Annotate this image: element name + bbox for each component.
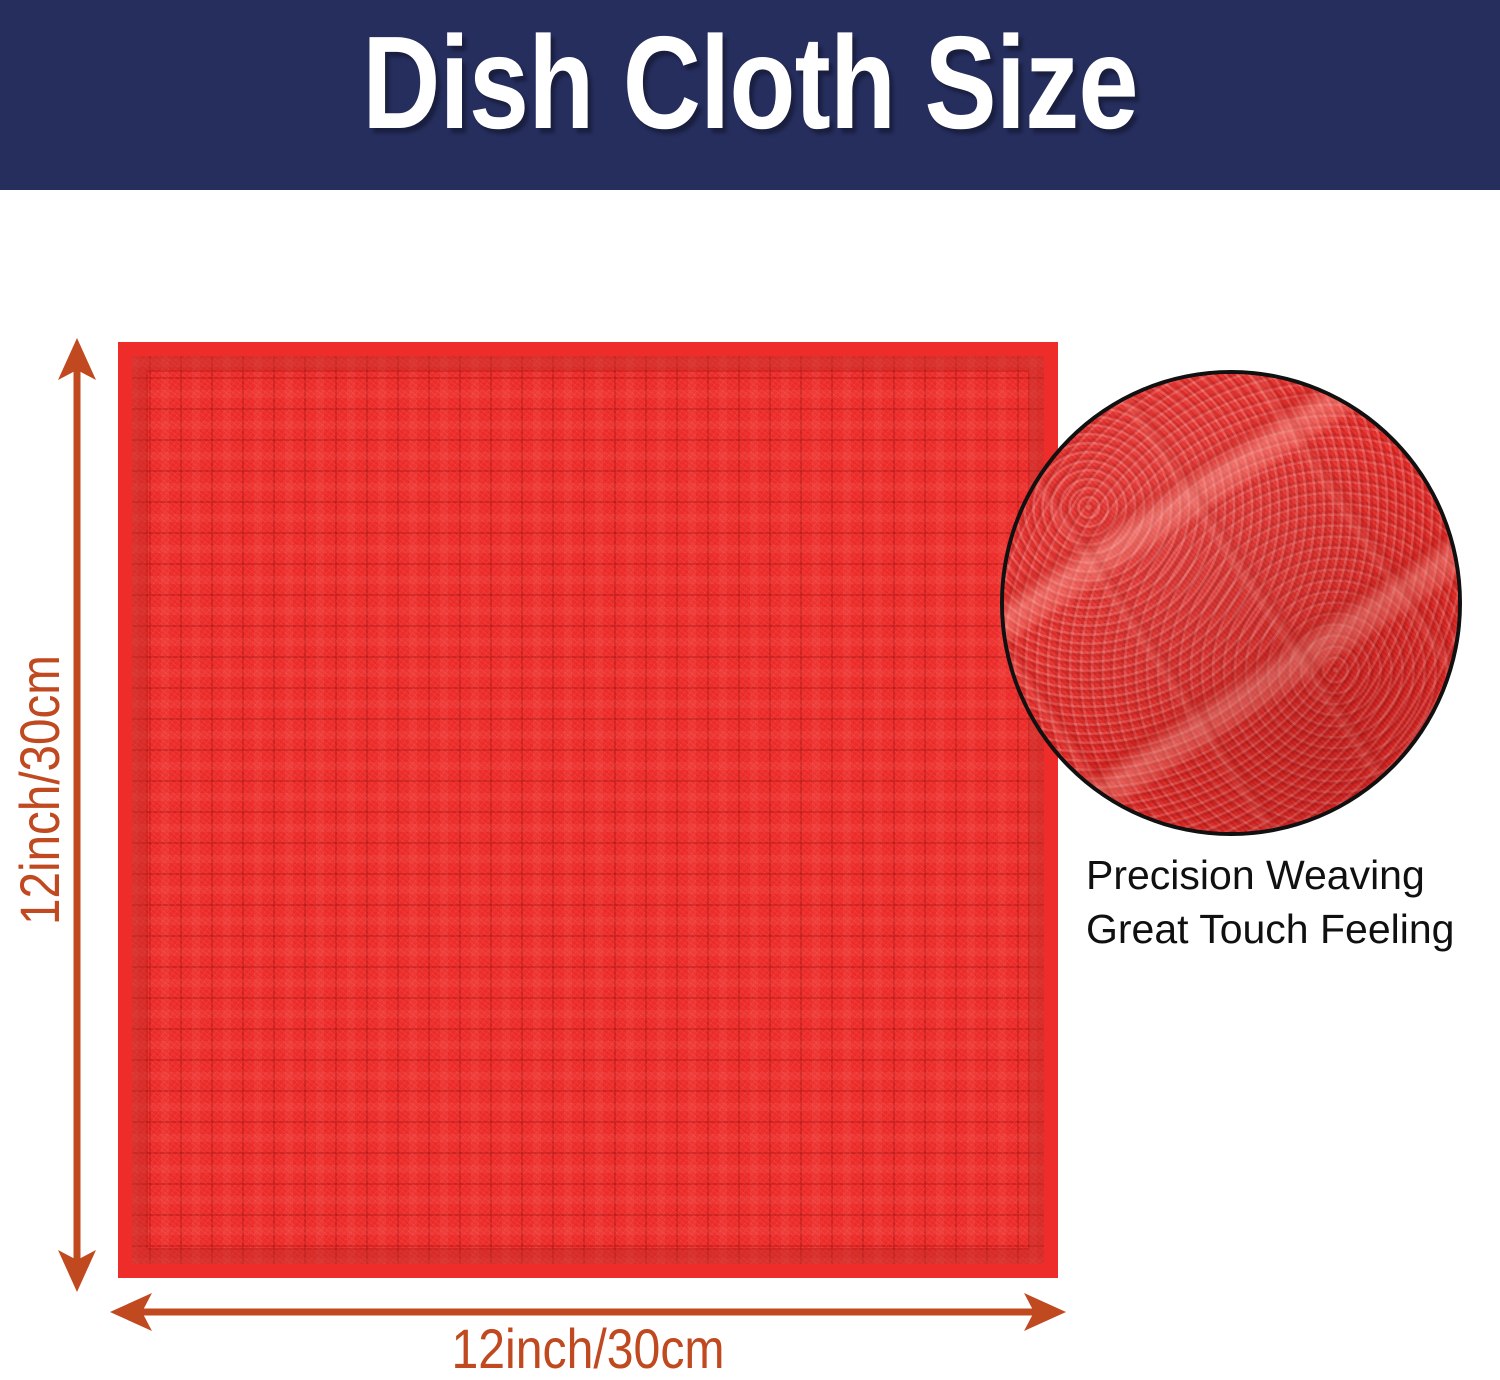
detail-terry-texture — [1004, 374, 1458, 832]
detail-circle-icon — [1000, 370, 1462, 836]
detail-caption-line-1: Precision Weaving — [1086, 852, 1425, 898]
header-banner: Dish Cloth Size — [0, 0, 1500, 190]
detail-weave-ribs-cross — [1004, 374, 1458, 832]
width-dimension-label: 12inch/30cm — [451, 1317, 725, 1380]
cloth-hem-border — [118, 342, 1058, 1278]
double-headed-vertical-arrow-icon — [58, 338, 96, 1292]
detail-weave-ribs — [1004, 374, 1458, 832]
cloth-fiber-texture — [118, 342, 1058, 1278]
detail-shading-overlay — [1004, 374, 1458, 832]
cloth-swatch-image — [118, 342, 1058, 1278]
detail-caption-line-2: Great Touch Feeling — [1086, 906, 1455, 952]
page-title: Dish Cloth Size — [362, 9, 1138, 156]
detail-caption: Precision Weaving Great Touch Feeling — [1086, 848, 1500, 956]
height-dimension-label: 12inch/30cm — [8, 655, 71, 925]
double-headed-horizontal-arrow-icon — [110, 1293, 1066, 1331]
cloth-weave-pattern — [118, 342, 1058, 1278]
